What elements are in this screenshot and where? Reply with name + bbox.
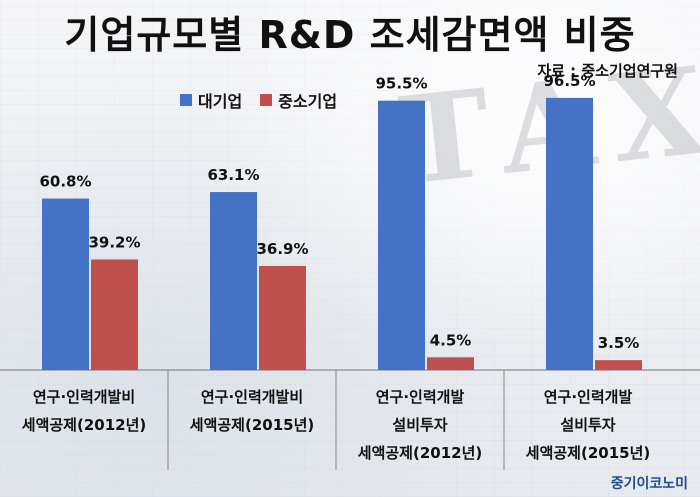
legend-label-large-firm: 대기업	[198, 92, 243, 111]
category-label: 세액공제(2015년)	[526, 444, 650, 462]
legend-swatch-sme	[260, 94, 273, 106]
category-label: 세액공제(2012년)	[22, 416, 146, 434]
category-label: 설비투자	[392, 416, 447, 434]
source-label: 자료 : 중소기업연구원	[537, 62, 678, 80]
bar-sme	[427, 357, 474, 370]
category-label: 세액공제(2015년)	[190, 416, 314, 434]
chart-title: 기업규모별 R&D 조세감면액 비중	[64, 13, 636, 57]
bar-value-label: 4.5%	[430, 331, 472, 349]
bar-large-firm	[42, 198, 89, 370]
legend-item-large-firm: 대기업	[180, 88, 242, 112]
legend-label-sme: 중소기업	[278, 92, 338, 111]
category-label: 연구·인력개발	[376, 388, 465, 406]
category-label: 연구·인력개발비	[33, 388, 135, 406]
bar-large-firm	[378, 100, 425, 370]
legend-swatch-large-firm	[180, 94, 192, 106]
bar-value-label: 96.5%	[543, 72, 595, 90]
category-label: 설비투자	[560, 416, 615, 434]
bar-sme	[91, 259, 138, 370]
bar-large-firm	[210, 192, 257, 370]
bar-sme	[259, 265, 306, 370]
bar-value-label: 36.9%	[256, 240, 308, 258]
legend-item-sme: 중소기업	[260, 88, 337, 112]
bar-sme	[595, 360, 642, 370]
legend: 대기업 중소기업	[180, 88, 337, 112]
bar-value-label: 3.5%	[598, 334, 640, 352]
bar-value-label: 39.2%	[88, 233, 140, 251]
bar-large-firm	[546, 97, 593, 371]
category-label: 연구·인력개발비	[201, 388, 303, 406]
bar-value-label: 60.8%	[39, 173, 91, 191]
category-label: 연구·인력개발	[544, 388, 633, 406]
bar-value-label: 63.1%	[207, 166, 259, 184]
category-label: 세액공제(2012년)	[358, 444, 482, 462]
brand-logo: 중기이코노미	[610, 476, 688, 492]
bar-value-label: 95.5%	[375, 75, 427, 93]
